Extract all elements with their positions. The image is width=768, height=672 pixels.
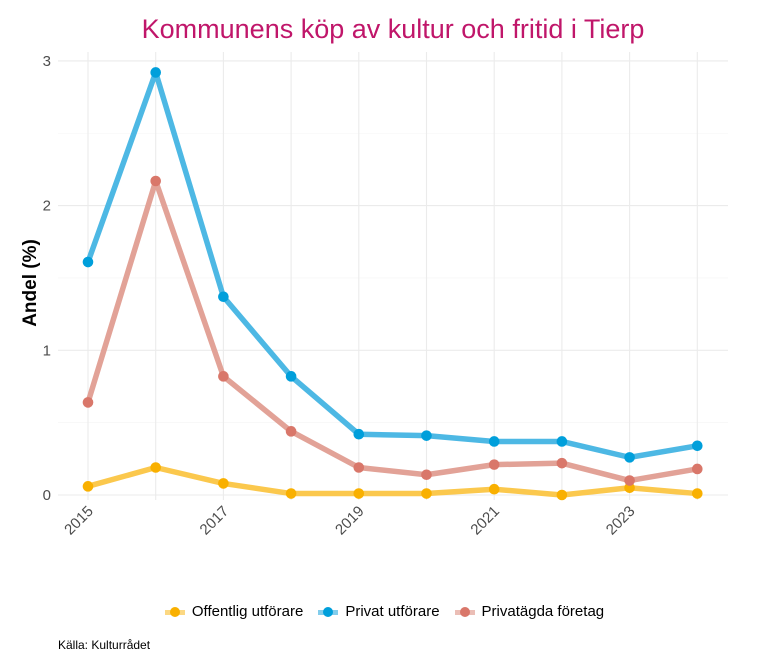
data-point — [285, 488, 297, 499]
data-point — [218, 291, 229, 303]
x-tick-label: 2015 — [61, 503, 97, 539]
data-point — [421, 488, 432, 499]
legend-label: Privatägda företag — [481, 603, 605, 620]
data-point — [488, 436, 500, 447]
legend-label: Offentlig utförare — [191, 603, 304, 620]
data-point — [556, 436, 568, 447]
y-tick-label: 1 — [43, 342, 51, 359]
y-axis-ticks: 0 1 2 3 — [43, 53, 51, 504]
data-point — [285, 371, 297, 382]
data-point — [624, 452, 635, 463]
series-1 — [82, 67, 703, 463]
legend-key-icon — [317, 605, 339, 619]
data-point — [285, 426, 297, 437]
data-point — [353, 488, 365, 499]
series-line — [85, 69, 701, 461]
data-point — [421, 469, 432, 481]
data-point — [692, 488, 703, 499]
data-point — [692, 440, 703, 452]
data-point — [692, 463, 703, 475]
grid — [58, 52, 728, 500]
legend-key-icon — [164, 605, 186, 619]
series-group — [82, 67, 703, 501]
data-point — [353, 462, 365, 473]
legend-item: Privat utförare — [317, 603, 440, 620]
series-line — [85, 178, 701, 484]
legend-key-icon — [454, 605, 476, 619]
data-point — [82, 256, 94, 268]
data-point — [150, 462, 161, 473]
series-2 — [82, 175, 703, 486]
data-point — [556, 457, 568, 469]
data-point — [150, 67, 161, 78]
data-point — [353, 428, 365, 440]
data-point — [82, 481, 94, 492]
y-tick-label: 3 — [43, 53, 51, 70]
data-point — [82, 397, 94, 408]
legend-label: Privat utförare — [345, 603, 440, 620]
legend-item: Offentlig utförare — [164, 603, 303, 620]
legend: Offentlig utförare Privat utförare Privatä… — [0, 603, 768, 620]
data-point — [421, 430, 432, 441]
y-axis-label: Andel (%) — [20, 239, 41, 327]
data-point — [218, 478, 229, 489]
source-caption: Källa: Kulturrådet — [58, 638, 151, 652]
data-point — [556, 489, 568, 501]
y-tick-label: 2 — [43, 198, 51, 215]
data-point — [488, 459, 500, 470]
series-line — [85, 464, 701, 498]
y-tick-label: 0 — [43, 487, 51, 504]
chart-title: Kommunens köp av kultur och fritid i Tie… — [142, 14, 645, 44]
data-point — [150, 175, 161, 187]
data-point — [488, 483, 500, 495]
x-tick-label: 2017 — [197, 503, 233, 539]
series-0 — [82, 462, 703, 501]
x-tick-label: 2019 — [332, 503, 368, 539]
data-point — [218, 371, 229, 382]
data-point — [624, 475, 635, 486]
x-tick-label: 2023 — [603, 503, 639, 539]
x-axis-ticks: 2015 2017 2019 2021 2023 — [61, 503, 638, 539]
legend-item: Privatägda företag — [454, 603, 605, 620]
x-tick-label: 2021 — [467, 503, 503, 539]
